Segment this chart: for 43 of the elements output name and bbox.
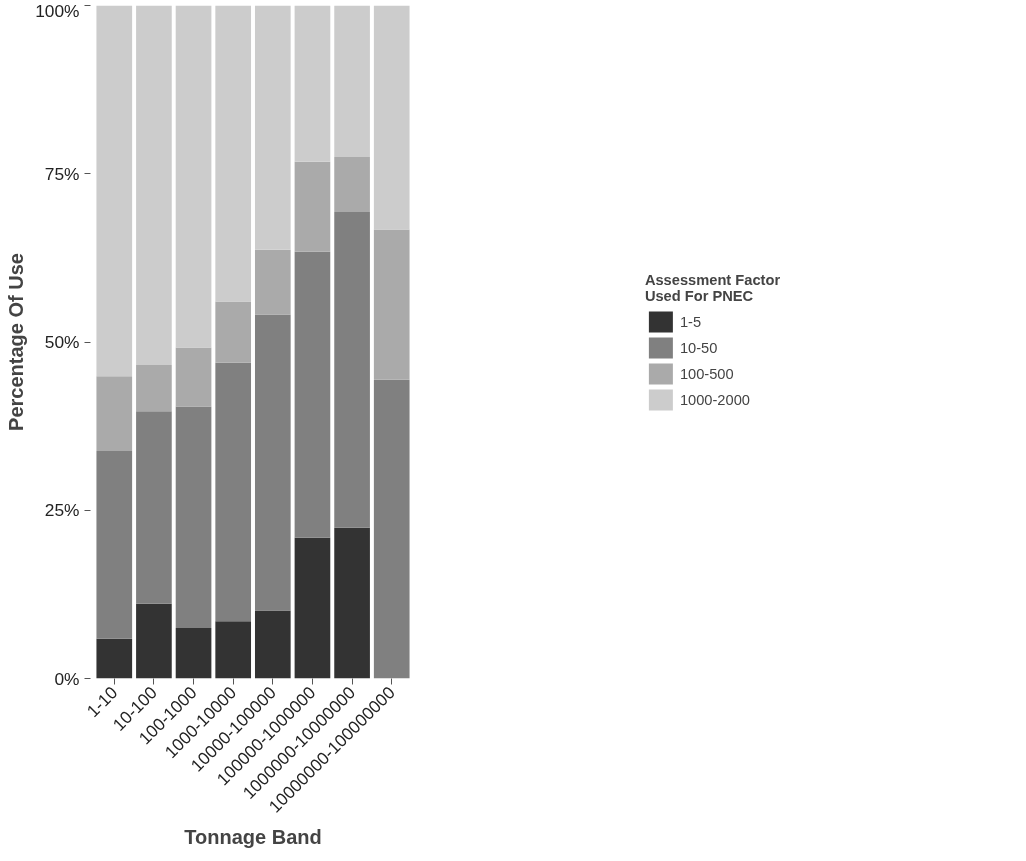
bar [254,5,291,250]
y-tick-label: 75% [44,163,80,184]
bar [254,249,291,315]
y-tick-label: 25% [44,500,80,521]
bar [373,5,410,230]
legend-title: Assessment Factor Used For PNEC [644,271,781,303]
bar [294,537,331,679]
bar [175,5,212,348]
bar [334,527,370,679]
y-tick-label: 50% [44,332,80,352]
bar [136,5,172,365]
y-tick-label: 100% [35,0,80,21]
y-axis-title: Percentage Of Use [5,253,28,431]
bar [334,156,370,213]
bar [136,364,172,412]
legend-label: 100-500 [679,365,734,381]
bar [215,301,252,363]
bar [96,451,133,639]
bar [215,621,252,679]
bar [294,251,331,538]
legend-label: 10-50 [679,339,718,355]
bar [215,5,252,302]
bar [96,638,133,679]
bar [373,379,410,679]
bar [294,5,331,162]
bar [96,376,133,452]
y-tick-label: 0% [54,668,80,689]
bar [334,212,370,528]
bar [294,161,331,252]
legend-label: 1-5 [679,313,702,329]
bar [254,314,291,611]
x-axis-title: Tonnage Band [184,825,322,848]
bar [175,347,212,407]
bar [215,362,252,622]
bar [175,628,212,679]
bar [96,5,133,377]
bar [373,229,410,380]
legend-label: 1000-2000 [679,391,750,407]
bar [334,5,370,157]
bar [136,603,172,679]
bar [136,411,172,604]
bar [254,610,291,679]
bar [175,406,212,629]
